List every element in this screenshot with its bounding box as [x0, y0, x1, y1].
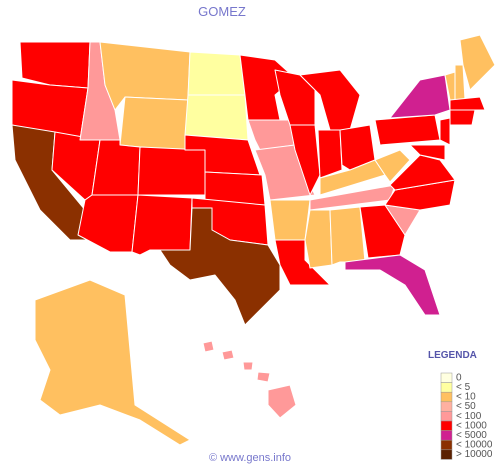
- footer: © www.gens.info: [209, 452, 291, 464]
- state: [409, 144, 446, 161]
- legend-swatch: [440, 420, 453, 431]
- legend-label: < 5000: [456, 430, 487, 441]
- state: [19, 41, 91, 89]
- state: [187, 51, 246, 96]
- state: [304, 209, 333, 269]
- legend-label: > 10000: [456, 449, 493, 460]
- state: [131, 194, 193, 256]
- legend-swatch: [440, 391, 453, 403]
- legend-swatch: [440, 382, 453, 393]
- state: [91, 139, 141, 196]
- state: [384, 179, 456, 211]
- states: [11, 34, 496, 446]
- state: [374, 149, 411, 183]
- map-title: GOMEZ: [198, 4, 246, 19]
- legend-label: < 10: [456, 392, 476, 403]
- legend-label: < 5: [456, 382, 471, 393]
- state: [202, 340, 215, 353]
- state: [137, 146, 206, 196]
- legend-label: < 10000: [456, 440, 493, 451]
- state: [389, 154, 456, 191]
- state: [119, 96, 189, 151]
- state: [329, 206, 366, 266]
- legend-label: < 50: [456, 401, 476, 412]
- state: [159, 207, 281, 326]
- state: [439, 117, 451, 146]
- legend-title: LEGENDA: [428, 350, 477, 361]
- state: [269, 199, 311, 241]
- legend-label: < 1000: [456, 420, 487, 431]
- legend: 0< 5< 10< 50< 100< 1000< 5000< 10000> 10…: [440, 372, 493, 460]
- legend-label: < 100: [456, 411, 482, 422]
- state: [184, 94, 249, 141]
- legend-swatch: [440, 411, 453, 422]
- state: [256, 371, 271, 383]
- state: [289, 124, 321, 196]
- legend-label: 0: [456, 372, 462, 383]
- legend-swatch: [440, 430, 453, 441]
- state: [267, 384, 297, 419]
- state: [221, 349, 235, 361]
- state: [389, 74, 451, 119]
- legend-swatch: [440, 449, 453, 460]
- state: [242, 361, 254, 371]
- legend-swatch: [440, 439, 453, 451]
- legend-swatch: [440, 401, 453, 412]
- state: [317, 129, 343, 179]
- state: [77, 194, 139, 253]
- state: [449, 109, 476, 126]
- state: [449, 96, 486, 111]
- state: [459, 34, 496, 91]
- state: [344, 254, 441, 316]
- legend-swatch: [440, 372, 453, 383]
- state: [34, 279, 191, 446]
- state: [374, 114, 441, 146]
- state: [454, 64, 466, 101]
